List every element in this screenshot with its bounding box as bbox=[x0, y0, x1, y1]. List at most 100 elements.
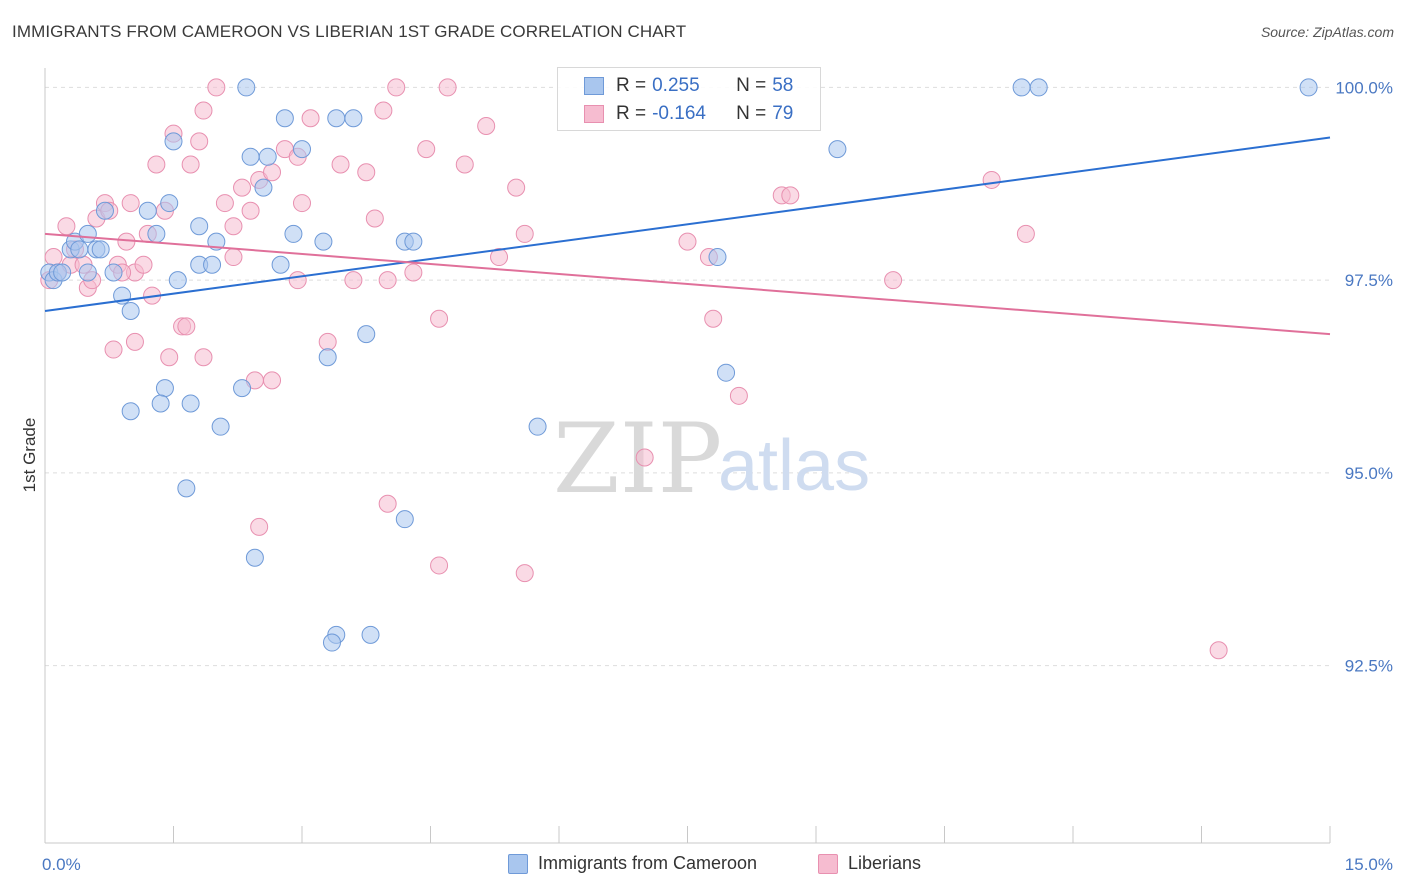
cameroon-point bbox=[361, 625, 380, 644]
cameroon-point bbox=[78, 263, 97, 282]
cameroon-point bbox=[357, 325, 376, 344]
y-tick-label: 95.0% bbox=[1345, 464, 1393, 483]
x-tick-labels: 0.0% 15.0% bbox=[42, 855, 1393, 874]
cameroon-point bbox=[237, 78, 256, 97]
liberians-point bbox=[207, 78, 226, 97]
cameroon-point bbox=[181, 394, 200, 413]
liberians-point bbox=[263, 163, 282, 182]
cameroon-point bbox=[404, 232, 423, 251]
liberians-point bbox=[194, 101, 213, 120]
liberians-point bbox=[438, 78, 457, 97]
cameroon-point bbox=[293, 140, 311, 159]
liberians-point bbox=[490, 248, 509, 267]
liberians-point bbox=[404, 263, 423, 282]
cameroon-point bbox=[151, 394, 170, 413]
cameroon-point bbox=[327, 109, 346, 128]
watermark: ZIP atlas bbox=[553, 403, 870, 515]
liberians-point bbox=[301, 109, 320, 128]
cameroon-point bbox=[91, 240, 110, 259]
liberians-point bbox=[215, 194, 234, 213]
watermark-atlas: atlas bbox=[718, 426, 870, 506]
liberians-point bbox=[194, 348, 213, 367]
trend-lines bbox=[44, 136, 1331, 336]
liberians-point bbox=[190, 132, 209, 151]
liberians-trend-line bbox=[44, 232, 1331, 336]
cameroon-point bbox=[241, 147, 260, 166]
liberians-point bbox=[781, 186, 800, 205]
cameroon-point bbox=[258, 147, 277, 166]
legend-swatch-pink bbox=[584, 105, 604, 123]
y-tick-labels: 92.5% 95.0% 97.5% 100.0% bbox=[1335, 78, 1393, 675]
cameroon-point bbox=[147, 224, 166, 243]
legend-swatch-blue bbox=[584, 77, 604, 95]
cameroon-point bbox=[168, 271, 187, 290]
cameroon-point bbox=[245, 548, 264, 567]
liberians-point bbox=[241, 201, 260, 220]
liberians-point bbox=[147, 155, 166, 174]
cameroon-point bbox=[344, 109, 363, 128]
cameroon-point bbox=[95, 201, 114, 220]
liberians-point bbox=[1209, 641, 1228, 660]
n-label: N = bbox=[736, 75, 767, 96]
liberians-point bbox=[507, 178, 526, 197]
legend-label-cameroon: Immigrants from Cameroon bbox=[538, 853, 758, 873]
liberians-point bbox=[729, 386, 748, 405]
liberians-point bbox=[288, 271, 307, 290]
liberians-point bbox=[678, 232, 697, 251]
liberians-point bbox=[125, 332, 144, 351]
y-tick-label: 100.0% bbox=[1335, 78, 1393, 97]
chart-source: Source: ZipAtlas.com bbox=[1260, 24, 1394, 40]
cameroon-point bbox=[1299, 78, 1318, 97]
liberians-point bbox=[884, 271, 903, 290]
cameroon-point bbox=[284, 224, 303, 243]
legend-row-liberians: R = -0.164 N = 79 bbox=[558, 100, 793, 128]
cameroon-point bbox=[138, 201, 157, 220]
cameroon-point bbox=[164, 132, 183, 151]
cameroon-point bbox=[314, 232, 333, 251]
liberians-point bbox=[430, 556, 449, 575]
liberians-point bbox=[224, 248, 243, 267]
cameroon-point bbox=[254, 178, 273, 197]
liberians-point bbox=[121, 194, 140, 213]
cameroon-point bbox=[318, 348, 337, 367]
liberians-point bbox=[1016, 224, 1035, 243]
liberians-point bbox=[704, 309, 723, 328]
liberians-point bbox=[318, 332, 337, 351]
liberians-point bbox=[224, 217, 243, 236]
series-legend: Immigrants from Cameroon Liberians bbox=[0, 851, 1406, 879]
liberians-point bbox=[374, 101, 393, 120]
legend-label-liberians: Liberians bbox=[848, 853, 922, 873]
liberians-point bbox=[982, 170, 1001, 189]
cameroon-point bbox=[121, 302, 140, 321]
cameroon-point bbox=[160, 194, 179, 213]
r-label: R = bbox=[616, 75, 647, 96]
r-value: 0.255 bbox=[652, 75, 700, 96]
liberians-point bbox=[477, 116, 496, 135]
liberians-point bbox=[104, 340, 123, 359]
liberians-point bbox=[263, 371, 282, 390]
cameroon-point bbox=[177, 479, 196, 498]
n-value: 58 bbox=[772, 75, 794, 96]
n-value: 79 bbox=[772, 103, 794, 124]
cameroon-point bbox=[1012, 78, 1031, 97]
series-cameroon-points bbox=[40, 78, 1318, 652]
series-liberians-points bbox=[40, 78, 1228, 660]
cameroon-point bbox=[1029, 78, 1048, 97]
liberians-point bbox=[635, 448, 654, 467]
liberians-point bbox=[357, 163, 376, 182]
n-label: N = bbox=[736, 103, 767, 124]
r-label: R = bbox=[616, 103, 647, 124]
liberians-point bbox=[134, 255, 153, 274]
legend-item-cameroon: Immigrants from Cameroon bbox=[508, 853, 757, 874]
cameroon-point bbox=[708, 248, 727, 267]
axes bbox=[44, 68, 1331, 844]
liberians-point bbox=[160, 348, 179, 367]
x-tick-label: 0.0% bbox=[42, 855, 81, 874]
cameroon-point bbox=[395, 510, 414, 529]
liberians-point bbox=[233, 178, 252, 197]
liberians-point bbox=[331, 155, 350, 174]
correlation-legend: R = 0.255 N = 58 R = -0.164 N = 79 bbox=[557, 67, 821, 131]
liberians-point bbox=[181, 155, 200, 174]
y-tick-label: 97.5% bbox=[1345, 271, 1393, 290]
liberians-point bbox=[378, 271, 397, 290]
